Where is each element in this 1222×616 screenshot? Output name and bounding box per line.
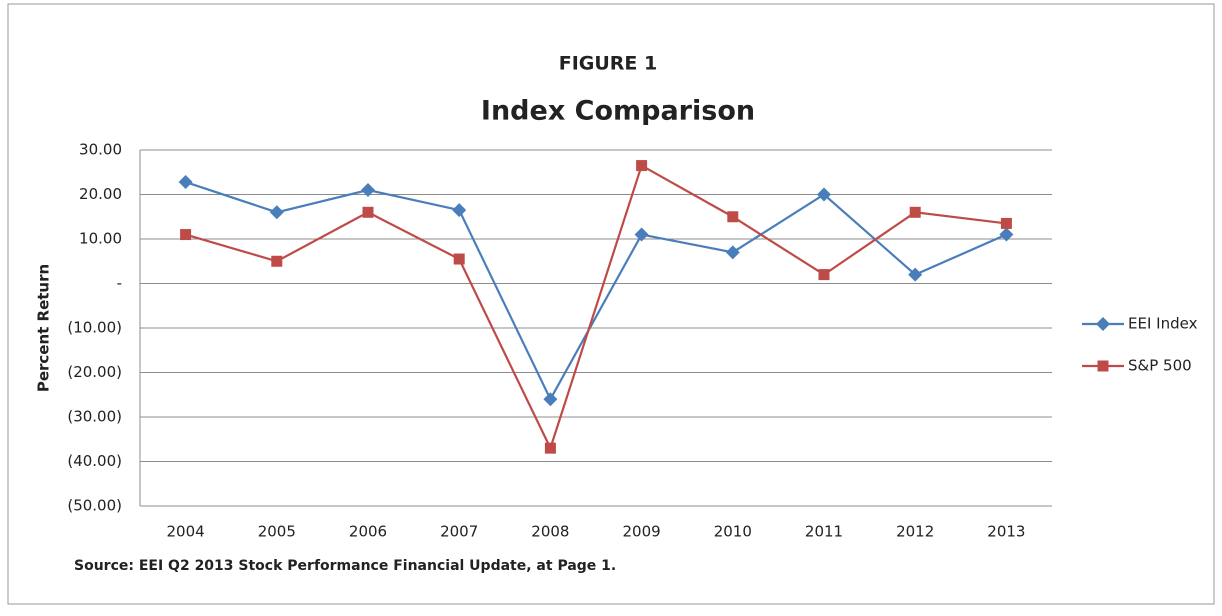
data-point bbox=[1000, 217, 1012, 229]
chart-frame bbox=[7, 3, 1215, 605]
legend-marker bbox=[1097, 360, 1109, 372]
data-point bbox=[725, 245, 740, 260]
y-tick-label: (50.00) bbox=[67, 497, 122, 515]
data-point bbox=[544, 442, 556, 454]
x-tick-label: 2008 bbox=[531, 523, 569, 541]
data-point bbox=[269, 205, 284, 220]
figure-label: FIGURE 1 bbox=[559, 53, 658, 75]
series-line bbox=[185, 163, 1007, 452]
x-tick-label: 2013 bbox=[987, 523, 1025, 541]
data-point bbox=[362, 206, 374, 218]
y-tick-label: (10.00) bbox=[67, 319, 122, 337]
data-point bbox=[999, 227, 1014, 242]
data-point bbox=[908, 267, 923, 282]
data-point bbox=[909, 206, 921, 218]
x-tick-label: 2004 bbox=[167, 523, 205, 541]
data-point bbox=[452, 203, 467, 218]
y-tick-label: 20.00 bbox=[79, 185, 122, 203]
x-tick-label: 2005 bbox=[258, 523, 296, 541]
legend-marker bbox=[1096, 317, 1110, 331]
data-point bbox=[361, 183, 375, 198]
data-point bbox=[178, 175, 193, 190]
data-point bbox=[636, 160, 648, 172]
y-tick-label: 30.00 bbox=[79, 141, 122, 159]
series-line bbox=[185, 180, 1007, 402]
y-tick-label: (40.00) bbox=[67, 452, 122, 470]
source-note: Source: EEI Q2 2013 Stock Performance Fi… bbox=[74, 558, 616, 574]
legend-label: S&P 500 bbox=[1128, 357, 1192, 375]
data-point bbox=[543, 392, 558, 407]
data-point bbox=[634, 227, 649, 242]
legend-label: EEI Index bbox=[1128, 315, 1198, 333]
data-point bbox=[818, 269, 830, 281]
x-tick-label: 2009 bbox=[623, 523, 661, 541]
x-tick-label: 2006 bbox=[349, 523, 387, 541]
data-point bbox=[271, 255, 283, 267]
data-point bbox=[727, 211, 739, 223]
y-axis-label: Percent Return bbox=[35, 264, 53, 392]
chart-title: Index Comparison bbox=[481, 96, 755, 127]
y-tick-label: - bbox=[117, 274, 122, 292]
x-tick-label: 2012 bbox=[896, 523, 934, 541]
data-point bbox=[453, 253, 465, 265]
y-tick-label: (30.00) bbox=[67, 408, 122, 426]
x-tick-label: 2010 bbox=[714, 523, 752, 541]
data-point bbox=[180, 229, 192, 241]
data-point bbox=[817, 187, 831, 202]
x-tick-label: 2007 bbox=[440, 523, 478, 541]
x-tick-label: 2011 bbox=[805, 523, 843, 541]
y-tick-label: 10.00 bbox=[79, 230, 122, 248]
y-tick-label: (20.00) bbox=[67, 363, 122, 381]
